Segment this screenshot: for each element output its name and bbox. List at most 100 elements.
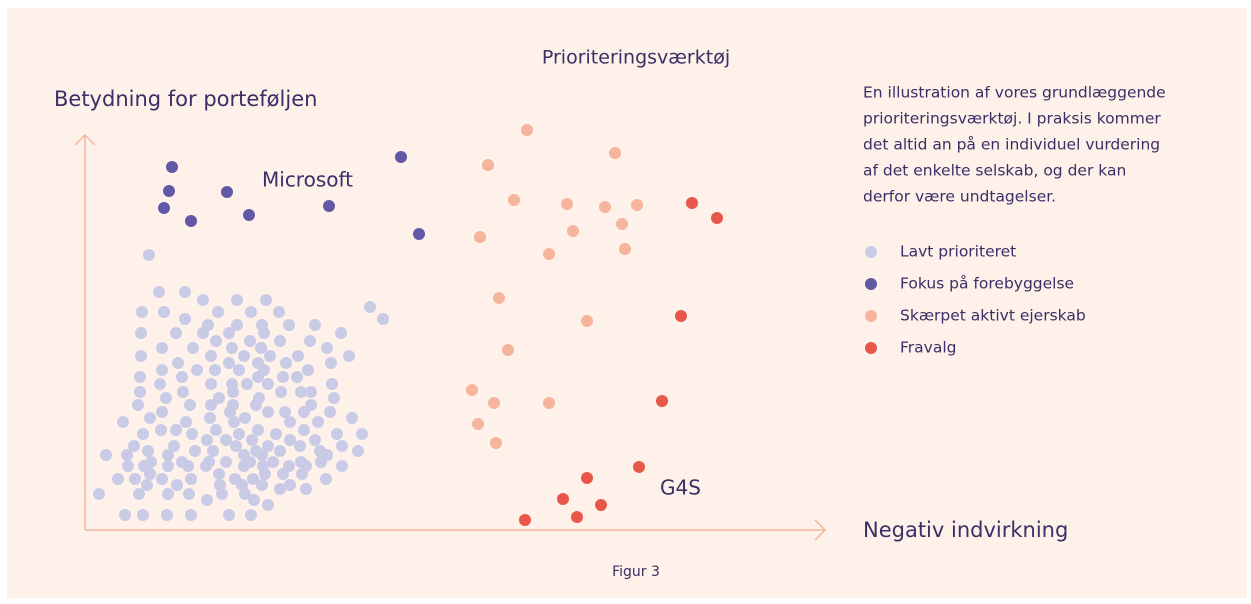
- scatter-point: [519, 514, 531, 526]
- scatter-point: [262, 406, 274, 418]
- legend-label: Fravalg: [900, 339, 956, 357]
- scatter-point: [252, 424, 264, 436]
- scatter-point: [521, 124, 533, 136]
- scatter-point: [230, 440, 242, 452]
- scatter-point: [364, 301, 376, 313]
- scatter-point: [134, 386, 146, 398]
- scatter-point: [142, 445, 154, 457]
- scatter-point: [472, 418, 484, 430]
- scatter-point: [581, 472, 593, 484]
- scatter-point: [262, 499, 274, 511]
- scatter-point: [295, 386, 307, 398]
- scatter-point: [191, 364, 203, 376]
- scatter-point: [609, 147, 621, 159]
- scatter-point: [239, 412, 251, 424]
- scatter-point: [315, 456, 327, 468]
- legend-label: Skærpet aktivt ejerskab: [900, 307, 1086, 325]
- scatter-point: [490, 437, 502, 449]
- scatter-point: [176, 371, 188, 383]
- scatter-point: [244, 335, 256, 347]
- scatter-point: [238, 350, 250, 362]
- scatter-point: [143, 249, 155, 261]
- scatter-point: [158, 306, 170, 318]
- scatter-point: [205, 399, 217, 411]
- scatter-point: [221, 186, 233, 198]
- scatter-point: [291, 371, 303, 383]
- scatter-point: [250, 399, 262, 411]
- scatter-point: [245, 306, 257, 318]
- background: [7, 8, 1247, 598]
- scatter-point: [170, 424, 182, 436]
- scatter-point: [686, 197, 698, 209]
- scatter-point: [277, 468, 289, 480]
- scatter-point: [209, 364, 221, 376]
- scatter-point: [474, 231, 486, 243]
- scatter-point: [156, 342, 168, 354]
- scatter-point: [346, 412, 358, 424]
- scatter-point: [185, 473, 197, 485]
- scatter-point: [156, 364, 168, 376]
- scatter-point: [228, 416, 240, 428]
- scatter-point: [166, 161, 178, 173]
- scatter-point: [711, 212, 723, 224]
- scatter-point: [216, 488, 228, 500]
- annotation: Microsoft: [262, 168, 353, 192]
- scatter-point: [171, 479, 183, 491]
- scatter-point: [179, 286, 191, 298]
- scatter-point: [183, 488, 195, 500]
- scatter-point: [160, 392, 172, 404]
- scatter-point: [543, 248, 555, 260]
- scatter-point: [296, 468, 308, 480]
- scatter-point: [262, 378, 274, 390]
- scatter-point: [248, 494, 260, 506]
- scatter-point: [508, 194, 520, 206]
- scatter-point: [214, 479, 226, 491]
- scatter-point: [255, 342, 267, 354]
- scatter-point: [284, 416, 296, 428]
- scatter-point: [185, 509, 197, 521]
- scatter-point: [633, 461, 645, 473]
- scatter-point: [305, 386, 317, 398]
- scatter-point: [256, 479, 268, 491]
- scatter-point: [201, 434, 213, 446]
- scatter-point: [567, 225, 579, 237]
- scatter-point: [343, 350, 355, 362]
- scatter-point: [561, 198, 573, 210]
- description: af det enkelte selskab, og der kan: [863, 162, 1126, 180]
- scatter-point: [141, 479, 153, 491]
- scatter-point: [356, 428, 368, 440]
- scatter-point: [274, 445, 286, 457]
- scatter-point: [274, 483, 286, 495]
- scatter-point: [119, 509, 131, 521]
- scatter-point: [466, 384, 478, 396]
- scatter-point: [336, 440, 348, 452]
- scatter-point: [172, 357, 184, 369]
- scatter-point: [675, 310, 687, 322]
- scatter-point: [325, 357, 337, 369]
- scatter-point: [144, 412, 156, 424]
- x-axis-label: Negativ indvirkning: [863, 518, 1068, 542]
- scatter-point: [180, 416, 192, 428]
- scatter-point: [155, 424, 167, 436]
- scatter-point: [213, 392, 225, 404]
- scatter-point: [226, 342, 238, 354]
- scatter-point: [170, 327, 182, 339]
- legend-marker: [865, 246, 877, 258]
- scatter-point: [197, 294, 209, 306]
- scatter-point: [238, 460, 250, 472]
- scatter-point: [273, 306, 285, 318]
- scatter-point: [294, 440, 306, 452]
- scatter-point: [256, 449, 268, 461]
- scatter-point: [298, 424, 310, 436]
- scatter-point: [220, 456, 232, 468]
- scatter-point: [158, 202, 170, 214]
- scatter-point: [182, 460, 194, 472]
- scatter-point: [133, 488, 145, 500]
- scatter-point: [210, 424, 222, 436]
- scatter-point: [326, 378, 338, 390]
- scatter-point: [204, 412, 216, 424]
- scatter-point: [283, 319, 295, 331]
- scatter-point: [185, 215, 197, 227]
- scatter-point: [274, 335, 286, 347]
